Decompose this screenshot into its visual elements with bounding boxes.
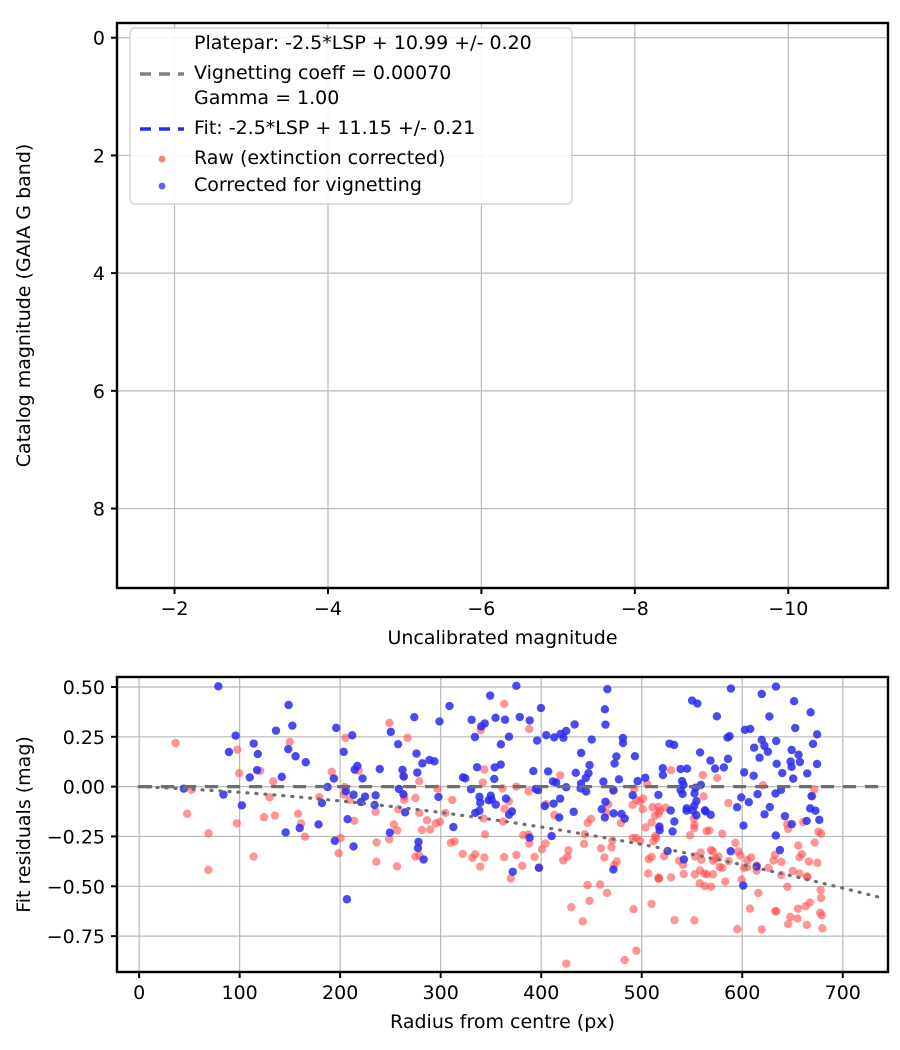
legend-entry-label: Vignetting coeff = 0.00070 [194,62,451,84]
legend-entry-label: Corrected for vignetting [194,174,422,196]
plot-frame [115,675,890,974]
x-tick-label: −6 [467,598,495,620]
x-tick-label: −4 [314,598,342,620]
x-tick-label: 600 [724,982,760,1004]
y-tick-label: −0.25 [47,826,105,848]
y-tick-label: −0.75 [47,926,105,948]
x-tick-label: 100 [222,982,258,1004]
x-tick-label: 200 [322,982,358,1004]
x-axis-label: Radius from centre (px) [390,1011,615,1033]
y-tick-label: 0.00 [63,777,105,799]
legend: Platepar: -2.5*LSP + 10.99 +/- 0.20 Vigne… [129,27,573,205]
x-tick-label: 500 [624,982,660,1004]
scatter-raw [171,699,827,968]
bottom-plot-svg: 0 100 200 300 400 500 600 700 0.50 0.25 0.00 −0.25 −… [13,675,890,1033]
legend-dot-blue-icon [158,182,166,190]
magnitude-calibration-plot: −2 −4 −6 −8 −10 0 2 4 6 8 Uncalibrated magnitude Ca… [13,21,890,649]
x-tick-label: −2 [161,598,189,620]
y-tick-label: 4 [93,263,105,285]
y-tick-label: 0.50 [63,677,105,699]
axis-ticks: −2 −4 −6 −8 −10 0 2 4 6 8 [93,28,808,620]
fit-residuals-plot: 0 100 200 300 400 500 600 700 0.50 0.25 0.00 −0.25 −… [0,660,900,1050]
data-layer [137,681,883,968]
top-plot-svg: −2 −4 −6 −8 −10 0 2 4 6 8 Uncalibrated magnitude Ca… [13,21,890,649]
y-tick-label: 0.25 [63,727,105,749]
y-tick-label: −0.50 [47,876,105,898]
legend-entry-label: Gamma = 1.00 [194,87,339,109]
x-tick-label: −10 [768,598,808,620]
y-tick-label: 6 [93,381,105,403]
legend-dot-red-icon [158,155,166,163]
x-tick-label: 700 [825,982,861,1004]
y-axis-label: Fit residuals (mag) [13,736,35,913]
legend-entry-label: Raw (extinction corrected) [194,147,445,169]
y-tick-label: 8 [93,499,105,521]
x-tick-label: 400 [523,982,559,1004]
legend-entry-label: Platepar: -2.5*LSP + 10.99 +/- 0.20 [194,32,532,54]
plot-frame [115,21,890,590]
legend-entry-label: Fit: -2.5*LSP + 11.15 +/- 0.21 [194,117,475,139]
scatter-corrected [179,681,824,904]
x-axis-label: Uncalibrated magnitude [387,627,617,649]
legend-box [129,27,573,205]
x-tick-label: −8 [621,598,649,620]
y-tick-label: 0 [93,28,105,50]
x-tick-label: 0 [133,982,145,1004]
y-tick-label: 2 [93,145,105,167]
axis-ticks: 0 100 200 300 400 500 600 700 0.50 0.25 0.00 −0.25 −… [47,677,861,1004]
x-tick-label: 300 [423,982,459,1004]
y-axis-label: Catalog magnitude (GAIA G band) [13,144,35,468]
